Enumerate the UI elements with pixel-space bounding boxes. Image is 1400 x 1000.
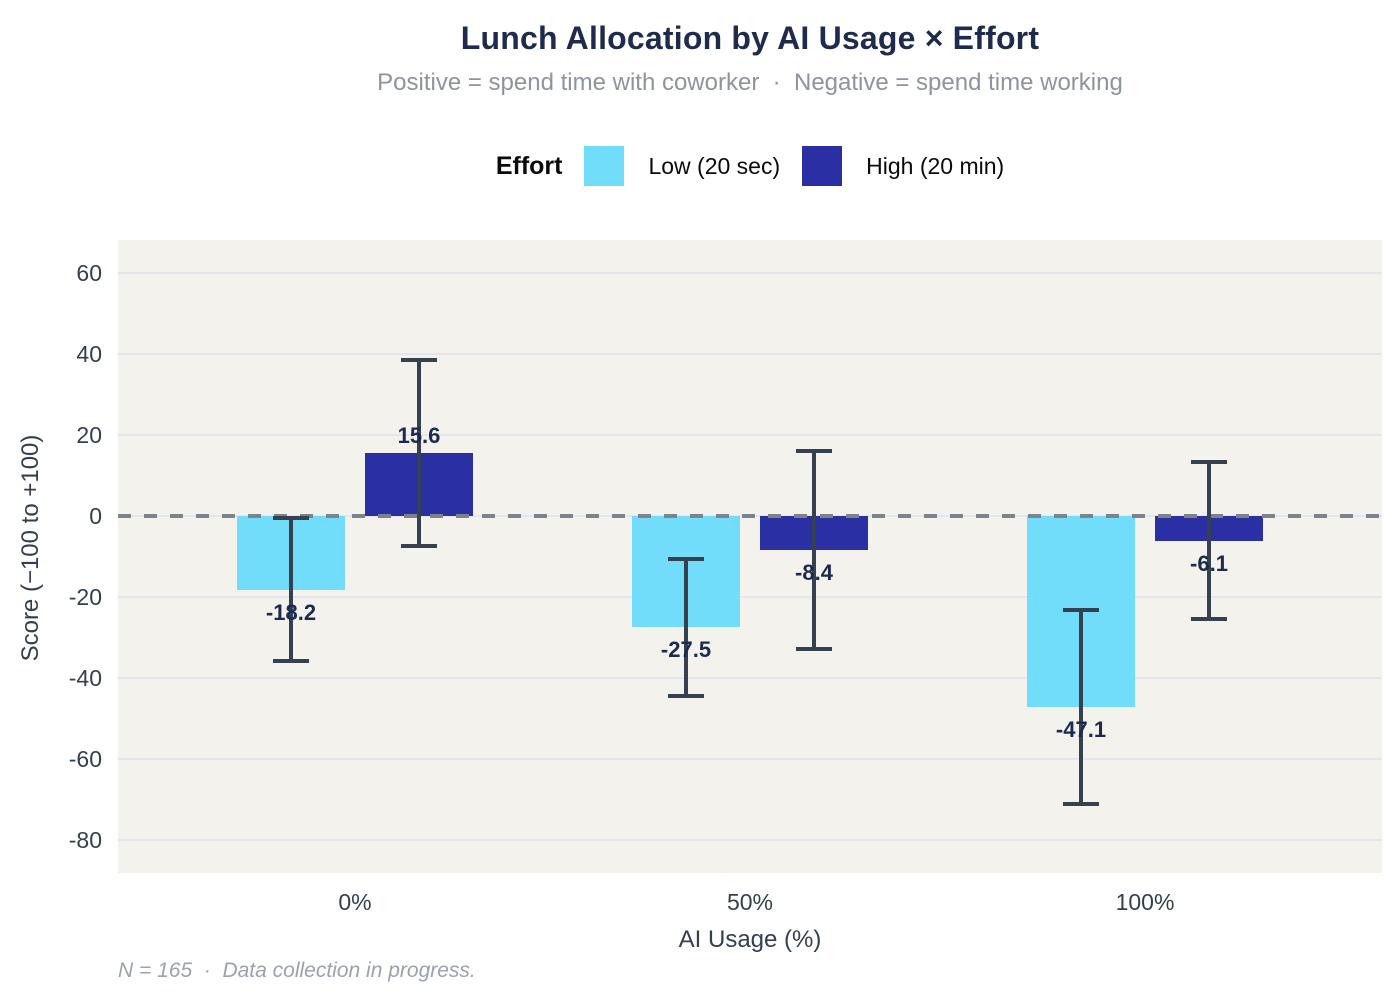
errorbar-cap-bottom [668,694,704,699]
errorbar-cap-top [401,357,437,362]
chart-subtitle: Positive = spend time with coworker · Ne… [377,69,1123,96]
chart-title: Lunch Allocation by AI Usage × Effort [460,20,1040,56]
errorbar-cap-bottom [401,543,437,548]
errorbar-cap-top [796,448,832,453]
gridline [118,839,1382,842]
errorbar-cap-bottom [273,659,309,664]
errorbar-cap-top [1191,460,1227,465]
x-tick-label: 50% [726,889,774,915]
legend-swatch-high-icon [802,146,843,186]
y-axis-title: Score (−100 to +100) [17,434,44,662]
legend-title: Effort [495,151,563,180]
value-label: -6.1 [1190,550,1228,576]
value-label: -27.5 [660,637,712,663]
y-tick-label: 0 [89,502,102,529]
gridline [118,758,1382,761]
legend: Effort Low (20 sec) High (20 min) [118,143,1382,189]
errorbar-line [289,518,293,662]
errorbar-cap-top [273,516,309,521]
gridline [118,271,1382,274]
legend-item-high: High (20 min) [802,146,1004,186]
value-label: -47.1 [1055,716,1107,742]
errorbar-line [812,450,816,650]
y-tick-label: -20 [68,584,102,611]
y-tick-label: 60 [76,259,102,286]
gridline [118,677,1382,680]
value-label: 15.6 [397,422,441,448]
errorbar-cap-top [668,556,704,561]
legend-label-high: High (20 min) [866,152,1005,179]
x-tick-label: 100% [1115,889,1175,915]
y-tick-label: 20 [76,421,102,448]
plot-panel: -18.2 -27.5 -47.1 15.6 -8.4 -6.1 [118,240,1382,873]
value-label: -18.2 [265,599,317,625]
x-tick-label: 0% [338,889,372,915]
y-tick-label: -40 [68,665,102,692]
errorbar-cap-top [1063,607,1099,612]
zero-baseline [118,513,1382,518]
y-tick-label: -80 [68,827,102,854]
gridline [118,596,1382,599]
legend-swatch-low-icon [584,146,625,186]
errorbar-line [1079,609,1083,805]
y-tick-label: -60 [68,746,102,773]
errorbar-cap-bottom [1191,616,1227,621]
footer-note: N = 165 · Data collection in progress. [118,959,476,982]
gridline [118,433,1382,436]
errorbar-line [1207,462,1211,619]
gridline [118,352,1382,355]
errorbar-line [684,558,688,697]
x-axis-title: AI Usage (%) [678,926,822,953]
value-label: -8.4 [795,560,833,586]
errorbar-line [417,359,421,546]
legend-label-low: Low (20 sec) [648,152,781,179]
y-tick-label: 40 [76,340,102,367]
errorbar-cap-bottom [1063,802,1099,807]
errorbar-cap-bottom [796,647,832,652]
legend-item-low: Low (20 sec) [584,146,780,186]
